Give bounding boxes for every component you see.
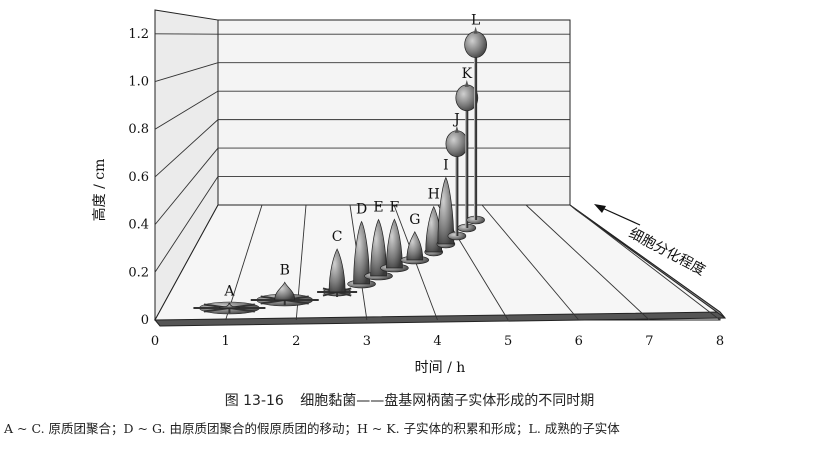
y-tick-label: 1.0 (128, 75, 149, 90)
axis-ticks: 0 0.2 0.4 0.6 0.8 1.0 1.2 0 1 2 3 4 5 6 7 8 (128, 27, 724, 349)
side-gridline (154, 147, 219, 225)
figure-number: 图 13-16 (224, 393, 284, 409)
stage-label: H (428, 187, 440, 203)
stage-label: G (409, 212, 420, 228)
x-tick-label: 5 (504, 334, 512, 349)
y-tick-label: 0.4 (128, 218, 149, 233)
side-gridline (154, 62, 219, 82)
stage-a: A (193, 283, 266, 315)
y-tick-label: 0.2 (128, 265, 149, 280)
stage-label: F (390, 199, 400, 215)
floor-gridline (225, 204, 263, 321)
x-tick-label: 8 (716, 334, 724, 349)
differentiation-arrow (594, 204, 641, 226)
y-axis-label: 高度 / cm (91, 159, 108, 222)
stage-label: I (443, 158, 449, 174)
stage-label: C (332, 229, 343, 245)
stage-b: B (250, 262, 319, 307)
x-tick-label: 0 (151, 334, 159, 349)
stage-e: E (364, 200, 393, 281)
floor-gridline (525, 204, 650, 321)
side-gridline (154, 90, 219, 130)
stage-label: L (471, 13, 480, 29)
y-tick-label: 0 (141, 313, 149, 328)
side-gridline (154, 119, 219, 178)
stage-label: B (280, 262, 290, 278)
stage-label: A (223, 283, 235, 299)
x-tick-label: 7 (645, 334, 653, 349)
y-tick-label: 1.2 (128, 27, 149, 42)
back-wall (217, 19, 571, 206)
figure-caption: 图 13-16 细胞黏菌——盘基网柄菌子实体形成的不同时期 (0, 390, 819, 410)
x-tick-label: 6 (575, 334, 583, 349)
stage-label: E (373, 200, 383, 216)
side-gridline (154, 176, 219, 273)
stage-k: K (455, 66, 479, 233)
x-tick-label: 1 (221, 334, 229, 349)
x-axis-label: 时间 / h (415, 360, 466, 376)
x-tick-label: 4 (433, 334, 441, 349)
stage-label: J (452, 112, 460, 128)
figure-note: A ~ C. 原质团聚合；D ~ G. 由原质团聚合的假原质团的移动；H ~ K… (4, 421, 620, 436)
stage-l: L (464, 13, 487, 225)
x-tick-label: 3 (363, 334, 371, 349)
y-tick-label: 0.6 (128, 170, 149, 185)
floor-gridline (481, 204, 580, 321)
figure-title: 细胞黏菌——盘基网柄菌子实体形成的不同时期 (300, 393, 595, 409)
stage-label: K (462, 66, 473, 82)
stage-c: C (317, 229, 358, 297)
y-tick-label: 0.8 (128, 122, 149, 137)
floor-gridline (569, 204, 721, 321)
stage-g: G (400, 212, 430, 265)
x-tick-label: 2 (292, 334, 300, 349)
stage-label: D (356, 201, 367, 217)
stage-d: D (347, 201, 376, 289)
stage-f: F (380, 199, 409, 273)
stage-i: I (436, 158, 456, 249)
stage-j: J (445, 112, 469, 241)
